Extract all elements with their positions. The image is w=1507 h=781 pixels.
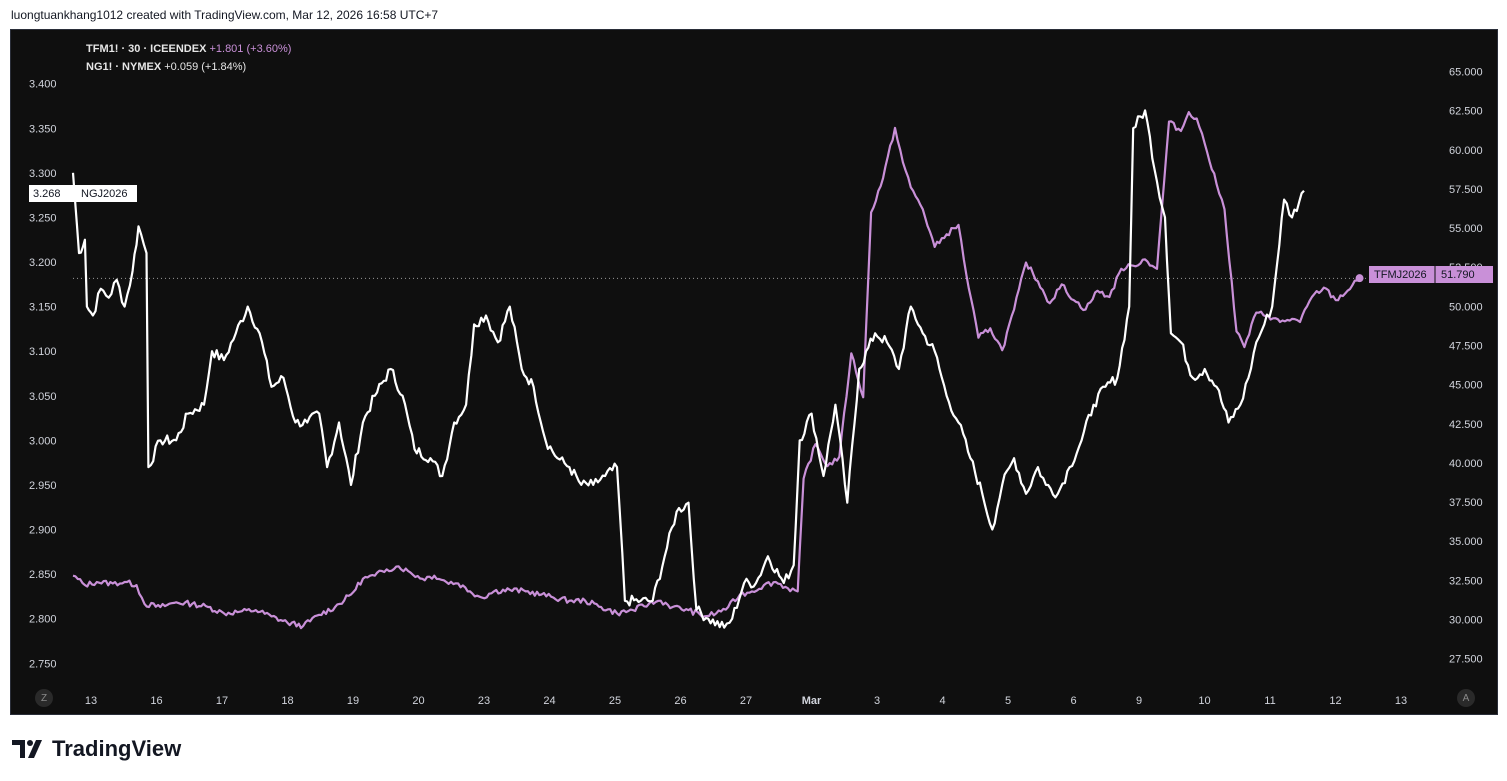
right-axis-tick-15: 27.500 [1449, 654, 1483, 666]
left-axis-tick-9: 2.950 [29, 480, 57, 492]
auto-scale-button[interactable]: A [1457, 689, 1475, 707]
x-axis-tick-6: 23 [478, 695, 490, 707]
x-axis-tick-14: 5 [1005, 695, 1011, 707]
left-badge-value: 3.268 [33, 188, 61, 200]
chart-legend: TFM1! · 30 · ICEENDEX +1.801 (+3.60%) NG… [86, 40, 291, 76]
tradingview-logo-icon [12, 738, 46, 760]
right-axis-tick-3: 57.500 [1449, 184, 1483, 196]
tfm-last-point [1355, 274, 1364, 283]
right-badge-symbol: TFMJ2026 [1374, 269, 1427, 281]
left-axis-tick-5: 3.150 [29, 302, 57, 314]
x-axis-tick-17: 10 [1198, 695, 1210, 707]
x-axis-tick-5: 20 [412, 695, 424, 707]
left-price-axis: 3.400 3.350 3.300 3.250 3.200 3.150 3.100 3.050… [29, 79, 57, 671]
x-axis-tick-11: Mar [802, 695, 822, 707]
right-axis-tick-13: 32.500 [1449, 575, 1483, 587]
left-axis-tick-4: 3.200 [29, 257, 57, 269]
chart-credit: luongtuankhang1012 created with TradingV… [11, 8, 439, 22]
left-axis-tick-11: 2.850 [29, 569, 57, 581]
left-axis-tick-3: 3.250 [29, 212, 57, 224]
left-axis-tick-6: 3.100 [29, 346, 57, 358]
x-axis-tick-2: 17 [216, 695, 228, 707]
legend-series-2[interactable]: NG1! · NYMEX +0.059 (+1.84%) [86, 58, 291, 76]
x-axis-tick-13: 4 [939, 695, 945, 707]
left-axis-tick-1: 3.350 [29, 123, 57, 135]
x-axis-tick-4: 19 [347, 695, 359, 707]
legend-series-2-label: NG1! · NYMEX [86, 61, 162, 73]
right-axis-tick-0: 65.000 [1449, 66, 1483, 78]
right-axis-tick-2: 60.000 [1449, 145, 1483, 157]
time-axis: 13 16 17 18 19 20 23 24 25 26 27 Mar 3 4 5 6 9 10 11 12 13 [85, 695, 1407, 707]
left-axis-tick-2: 3.300 [29, 168, 57, 180]
tradingview-logo[interactable]: TradingView [12, 736, 181, 762]
right-axis-tick-12: 35.000 [1449, 536, 1483, 548]
legend-series-1[interactable]: TFM1! · 30 · ICEENDEX +1.801 (+3.60%) [86, 40, 291, 58]
left-axis-tick-0: 3.400 [29, 79, 57, 91]
left-axis-tick-10: 2.900 [29, 525, 57, 537]
right-axis-tick-9: 42.500 [1449, 419, 1483, 431]
right-axis-tick-14: 30.000 [1449, 615, 1483, 627]
right-axis-tick-1: 62.500 [1449, 106, 1483, 118]
left-axis-tick-13: 2.750 [29, 658, 57, 670]
right-axis-tick-8: 45.000 [1449, 380, 1483, 392]
x-axis-tick-8: 25 [609, 695, 621, 707]
left-axis-tick-8: 3.000 [29, 435, 57, 447]
chart-area[interactable]: 3.400 3.350 3.300 3.250 3.200 3.150 3.100 3.050… [10, 29, 1498, 715]
right-axis-tick-4: 55.000 [1449, 223, 1483, 235]
x-axis-tick-19: 12 [1329, 695, 1341, 707]
x-axis-tick-20: 13 [1395, 695, 1407, 707]
x-axis-tick-3: 18 [281, 695, 293, 707]
legend-series-1-change: +1.801 (+3.60%) [209, 43, 292, 55]
x-axis-tick-9: 26 [674, 695, 686, 707]
left-axis-tick-12: 2.800 [29, 614, 57, 626]
x-axis-tick-15: 6 [1070, 695, 1076, 707]
x-axis-tick-0: 13 [85, 695, 97, 707]
x-axis-tick-16: 9 [1136, 695, 1142, 707]
scale-toggle-z-button[interactable]: Z [35, 689, 53, 707]
left-badge-symbol: NGJ2026 [81, 188, 127, 200]
legend-series-1-label: TFM1! · 30 · ICEENDEX [86, 43, 207, 55]
right-axis-tick-10: 40.000 [1449, 458, 1483, 470]
right-badge-value: 51.790 [1441, 269, 1475, 281]
series-tfm-line [72, 111, 1361, 630]
x-axis-tick-18: 11 [1264, 695, 1275, 707]
right-value-badge: TFMJ2026 51.790 [1369, 266, 1493, 283]
legend-series-2-change: +0.059 (+1.84%) [164, 61, 247, 73]
right-axis-tick-7: 47.500 [1449, 341, 1483, 353]
x-axis-tick-10: 27 [740, 695, 752, 707]
left-axis-tick-7: 3.050 [29, 391, 57, 403]
tradingview-wordmark: TradingView [52, 736, 182, 761]
right-axis-tick-6: 50.000 [1449, 301, 1483, 313]
x-axis-tick-1: 16 [150, 695, 162, 707]
right-axis-tick-11: 37.500 [1449, 497, 1483, 509]
chart-svg[interactable]: 3.400 3.350 3.300 3.250 3.200 3.150 3.100 3.050… [11, 30, 1497, 714]
x-axis-tick-12: 3 [874, 695, 880, 707]
series-ng-line [71, 109, 1305, 629]
right-price-axis: 65.00062.50060.00057.50055.00052.50050.0… [1449, 66, 1483, 665]
left-value-badge: 3.268 NGJ2026 [29, 185, 137, 202]
x-axis-tick-7: 24 [543, 695, 555, 707]
